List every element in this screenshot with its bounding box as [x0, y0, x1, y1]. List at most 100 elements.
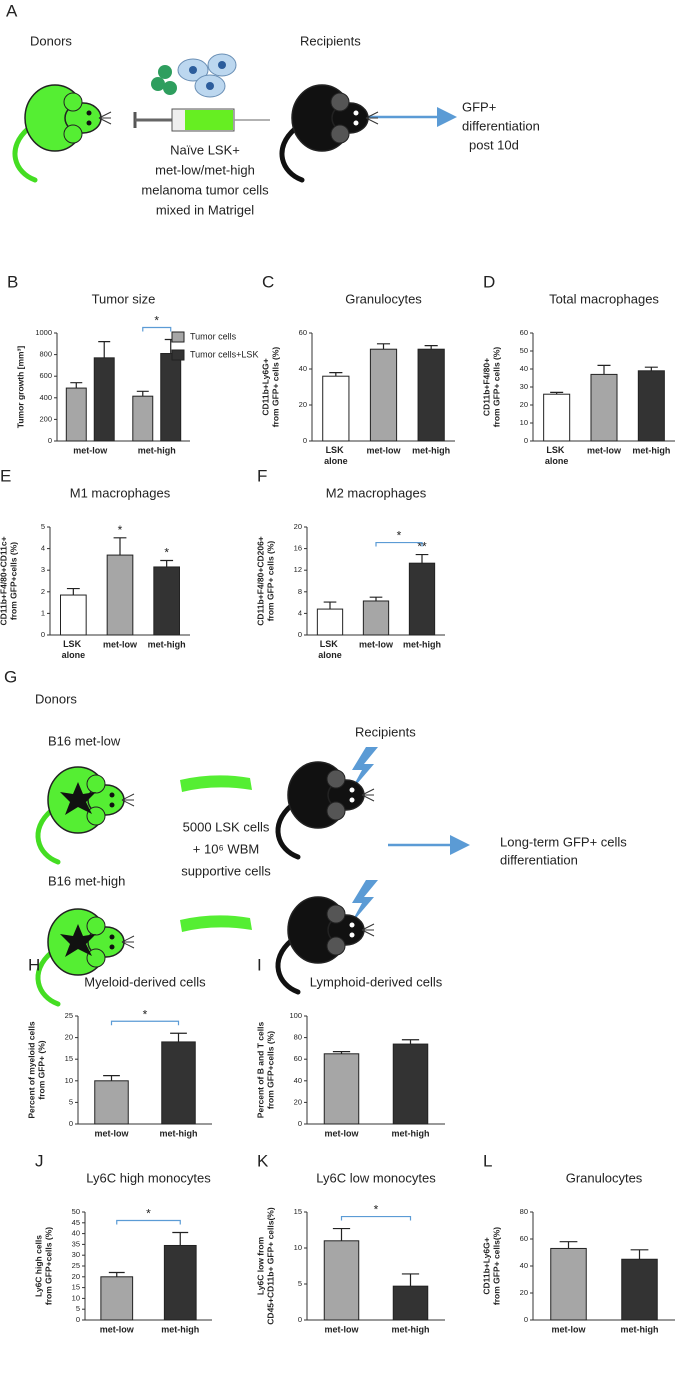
mouse-eye: [349, 922, 355, 928]
y-axis-label: from GFP+ cells (%): [265, 541, 275, 622]
chart-title: Ly6C high monocytes: [86, 1170, 211, 1185]
whisker: [121, 941, 135, 949]
y-tick-label: 0: [69, 1119, 73, 1128]
error-bar: [644, 366, 658, 371]
whisker: [121, 799, 135, 807]
error-bar: [113, 537, 127, 556]
mouse-eye: [86, 110, 92, 116]
error-bar: [369, 596, 383, 601]
y-tick-label: 20: [520, 400, 528, 409]
y-tick-label: 10: [65, 1076, 73, 1085]
panel-label: K: [257, 1151, 269, 1170]
x-tick-label: met-high: [148, 639, 186, 649]
recipients-label: Recipients: [300, 33, 361, 48]
y-tick-label: 3: [41, 565, 45, 574]
bar: [550, 1247, 587, 1321]
bar: [621, 1258, 658, 1321]
y-tick-label: 25: [65, 1011, 73, 1020]
panel-label: G: [4, 667, 17, 686]
outcome-text: differentiation: [500, 852, 578, 867]
bar: [543, 393, 571, 442]
bar: [161, 1041, 196, 1125]
y-tick-label: 600: [39, 371, 52, 380]
y-tick-label: 60: [299, 328, 307, 337]
y-tick-label: 15: [294, 1207, 302, 1216]
mouse-tail: [279, 125, 305, 183]
y-tick-label: 0: [524, 1315, 528, 1324]
error-bar: [550, 391, 564, 395]
injection-text: met-low/met-high: [155, 162, 255, 177]
x-tick-label: met-low: [324, 1128, 359, 1138]
mouse-eye: [349, 932, 355, 938]
donors-label: Donors: [30, 33, 72, 48]
whisker: [98, 111, 112, 119]
bar: [93, 357, 115, 442]
significance-bracket: [110, 1020, 180, 1026]
bar: [392, 1285, 429, 1321]
y-tick-label: 5: [298, 1279, 302, 1288]
panel-label: H: [28, 955, 40, 974]
chart-title: Granulocytes: [345, 291, 422, 306]
y-axis-label: from GFP+ cells(%): [491, 1227, 501, 1305]
y-axis-label: from GFP+cells (%): [265, 1031, 275, 1109]
mouse-tail: [275, 937, 301, 995]
error-bar: [332, 1051, 351, 1054]
y-tick-label: 20: [520, 1288, 528, 1297]
mouse-ear: [326, 936, 346, 956]
y-tick-label: 30: [520, 382, 528, 391]
error-bar: [172, 1231, 189, 1246]
chart-title: Total macrophages: [549, 291, 659, 306]
bar: [106, 554, 134, 636]
mouse-ear: [63, 92, 83, 112]
panel-label: J: [35, 1151, 44, 1170]
outcome-text: differentiation: [462, 118, 540, 133]
y-tick-label: 100: [289, 1011, 302, 1020]
x-tick-label: met-high: [412, 445, 450, 455]
legend-label: Tumor cells+LSK: [190, 349, 258, 359]
error-bar: [170, 1032, 187, 1042]
x-tick-label: LSK alone: [318, 639, 342, 660]
y-axis-label: from GFP+cells (%): [43, 1227, 53, 1305]
transplant-text: + 10⁶ WBM: [193, 841, 259, 856]
recipients-label: Recipients: [355, 724, 416, 739]
y-tick-label: 12: [294, 565, 302, 574]
y-tick-label: 20: [72, 1272, 80, 1281]
mouse-ear: [330, 92, 350, 112]
significance: *: [154, 314, 159, 328]
irradiation: [350, 880, 378, 925]
mouse-eye: [109, 792, 115, 798]
bar: [132, 395, 154, 442]
y-tick-label: 5: [69, 1097, 73, 1106]
x-tick-label: met-low: [100, 1324, 135, 1334]
y-tick-label: 40: [294, 1076, 302, 1085]
bar: [323, 1240, 360, 1321]
error-bar: [401, 1039, 420, 1045]
y-axis-label: CD11b+Ly6G+: [260, 358, 270, 415]
y-tick-label: 50: [72, 1207, 80, 1216]
significance: *: [118, 523, 123, 537]
y-tick-label: 60: [520, 328, 528, 337]
panel-label: A: [6, 1, 18, 20]
y-tick-label: 0: [298, 1315, 302, 1324]
y-axis-label: Tumor growth [mm³]: [15, 346, 25, 429]
y-tick-label: 80: [520, 1207, 528, 1216]
significance: **: [417, 540, 427, 554]
chart-title: M2 macrophages: [326, 485, 427, 500]
x-tick-label: LSK alone: [62, 639, 86, 660]
y-tick-label: 0: [48, 436, 52, 445]
x-tick-label: met-low: [103, 639, 138, 649]
chart-title: Tumor size: [92, 291, 156, 306]
y-tick-label: 0: [298, 630, 302, 639]
x-tick-label: met-high: [621, 1324, 659, 1334]
mouse: [35, 908, 135, 1007]
error-bar: [329, 372, 343, 377]
donors-label: Donors: [35, 691, 77, 706]
outcome-text: Long-term GFP+ cells: [500, 834, 627, 849]
bar: [65, 387, 87, 442]
error-bar: [160, 559, 174, 567]
error-bar: [70, 382, 83, 389]
mouse: [279, 84, 379, 183]
mouse-ear: [86, 806, 106, 826]
whisker: [121, 935, 135, 943]
